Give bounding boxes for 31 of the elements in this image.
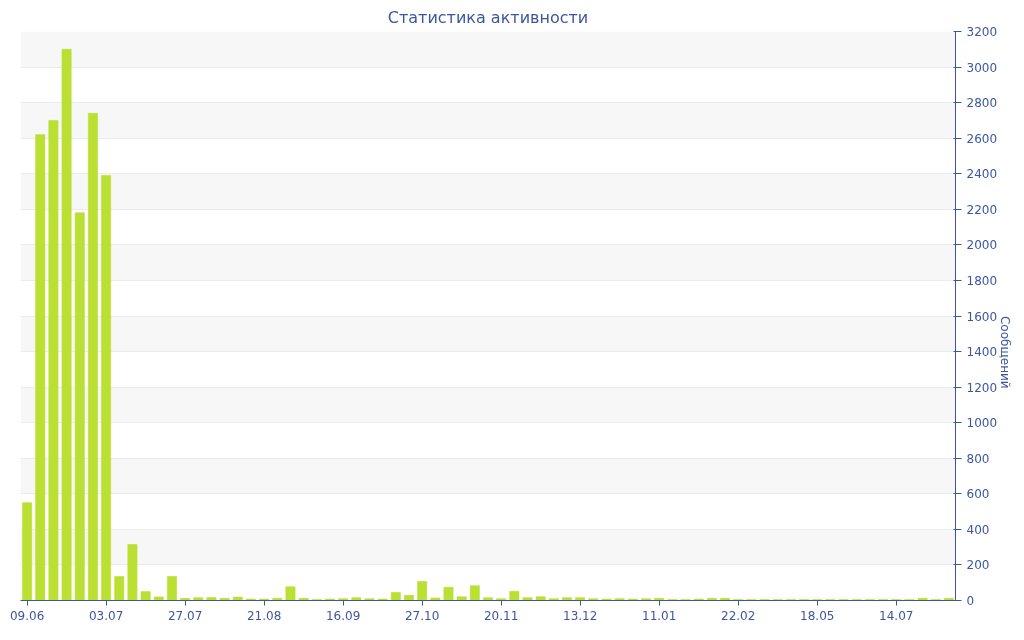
y-tick-label: 1600	[966, 309, 998, 324]
chart-title: Статистика активности	[387, 7, 589, 27]
x-tick-label: 16.09	[325, 608, 361, 623]
y-tick-label: 2000	[966, 238, 998, 253]
y-tick-label: 200	[966, 558, 990, 573]
y-tick-label: 3000	[966, 60, 998, 75]
y-tick-label: 3200	[966, 25, 998, 39]
y-tick-label: 1200	[966, 380, 998, 395]
x-tick-label: 21.08	[246, 608, 282, 623]
x-tick-label: 09.06	[9, 608, 45, 623]
y-tick-label: 2800	[966, 96, 998, 111]
y-tick-label: 2200	[966, 202, 998, 217]
y-tick-label: 1400	[966, 345, 998, 360]
y-tick-label: 2600	[966, 131, 998, 146]
x-tick-label: 14.07	[879, 608, 914, 623]
y-tick-label: 400	[966, 522, 990, 537]
x-tick-label: 13.12	[563, 608, 598, 623]
y-tick-label: 1000	[966, 416, 998, 431]
x-tick-label: 03.07	[88, 608, 124, 623]
x-tick-label: 18.05	[800, 608, 835, 623]
x-tick-label: 27.07	[167, 608, 203, 623]
y-tick-label: 0	[966, 594, 975, 608]
y-axis-title: Сообщений	[998, 316, 1013, 389]
y-tick-label: 800	[966, 451, 990, 466]
x-tick-label: 11.01	[642, 608, 677, 623]
x-tick-label: 27.10	[404, 608, 440, 623]
x-tick-label: 20.11	[483, 608, 519, 623]
y-tick-label: 2400	[966, 167, 998, 182]
x-tick-label: 22.02	[721, 608, 756, 623]
y-tick-label: 600	[966, 487, 990, 502]
y-tick-label: 1800	[966, 273, 998, 288]
